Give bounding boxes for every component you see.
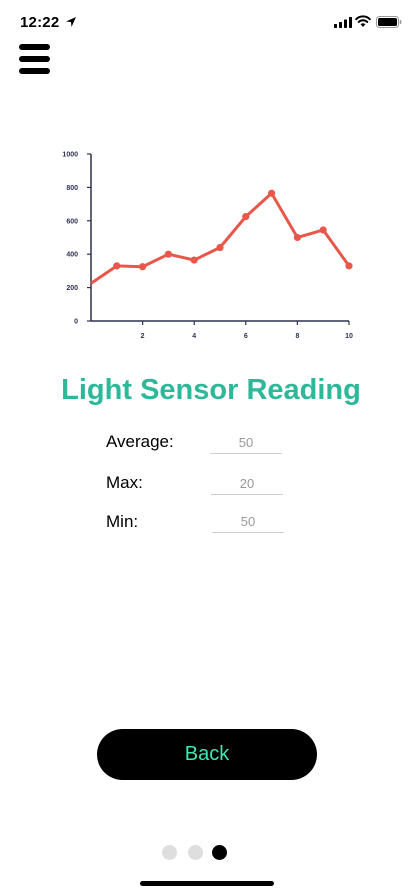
status-bar: 12:22 bbox=[0, 0, 414, 44]
status-time: 12:22 bbox=[20, 14, 60, 31]
y-tick-label-0: 0 bbox=[74, 319, 78, 326]
battery-icon bbox=[376, 16, 402, 28]
page-dot-2[interactable] bbox=[188, 845, 203, 860]
y-tick-label-200: 200 bbox=[66, 285, 78, 292]
min-label: Min: bbox=[106, 512, 139, 531]
x-tick-label-8: 8 bbox=[295, 333, 299, 340]
y-tick-label-400: 400 bbox=[66, 252, 78, 259]
x-tick-label-2: 2 bbox=[141, 333, 145, 340]
data-point-1 bbox=[113, 262, 121, 270]
y-tick-label-800: 800 bbox=[66, 185, 78, 192]
series-line-0 bbox=[90, 191, 351, 285]
page-dot-3[interactable] bbox=[212, 845, 227, 860]
data-point-5 bbox=[216, 243, 224, 252]
y-tick-label-600: 600 bbox=[66, 218, 78, 225]
average-input[interactable] bbox=[210, 432, 282, 454]
x-tick-label-10: 10 bbox=[345, 333, 353, 340]
data-point-6 bbox=[242, 213, 250, 221]
location-arrow-icon bbox=[66, 17, 76, 27]
chart-svg: 0 200 400 600 800 1000 2 4 6 8 10 bbox=[62, 152, 353, 341]
home-indicator bbox=[140, 881, 274, 886]
back-button[interactable]: Back bbox=[97, 729, 317, 780]
wifi-icon bbox=[355, 15, 371, 27]
data-point-2 bbox=[139, 263, 147, 271]
average-label: Average: bbox=[106, 432, 174, 451]
data-point-4 bbox=[190, 256, 198, 264]
max-label: Max: bbox=[106, 473, 143, 492]
data-point-10 bbox=[345, 262, 353, 270]
light-sensor-chart: 0 200 400 600 800 1000 2 4 6 8 10 bbox=[50, 145, 360, 345]
data-point-8 bbox=[293, 233, 301, 242]
data-point-7 bbox=[268, 189, 276, 197]
data-point-3 bbox=[164, 250, 172, 258]
y-tick-label-1000: 1000 bbox=[62, 152, 78, 159]
max-input[interactable] bbox=[211, 473, 283, 495]
min-input[interactable] bbox=[212, 511, 284, 533]
reading-title: Light Sensor Reading bbox=[61, 374, 361, 406]
menu-button[interactable] bbox=[19, 44, 51, 74]
x-tick-label-4: 4 bbox=[192, 333, 196, 340]
cellular-signal-icon bbox=[334, 17, 352, 28]
x-tick-label-6: 6 bbox=[244, 333, 248, 340]
data-point-9 bbox=[319, 226, 327, 234]
page-dot-1[interactable] bbox=[162, 845, 177, 860]
